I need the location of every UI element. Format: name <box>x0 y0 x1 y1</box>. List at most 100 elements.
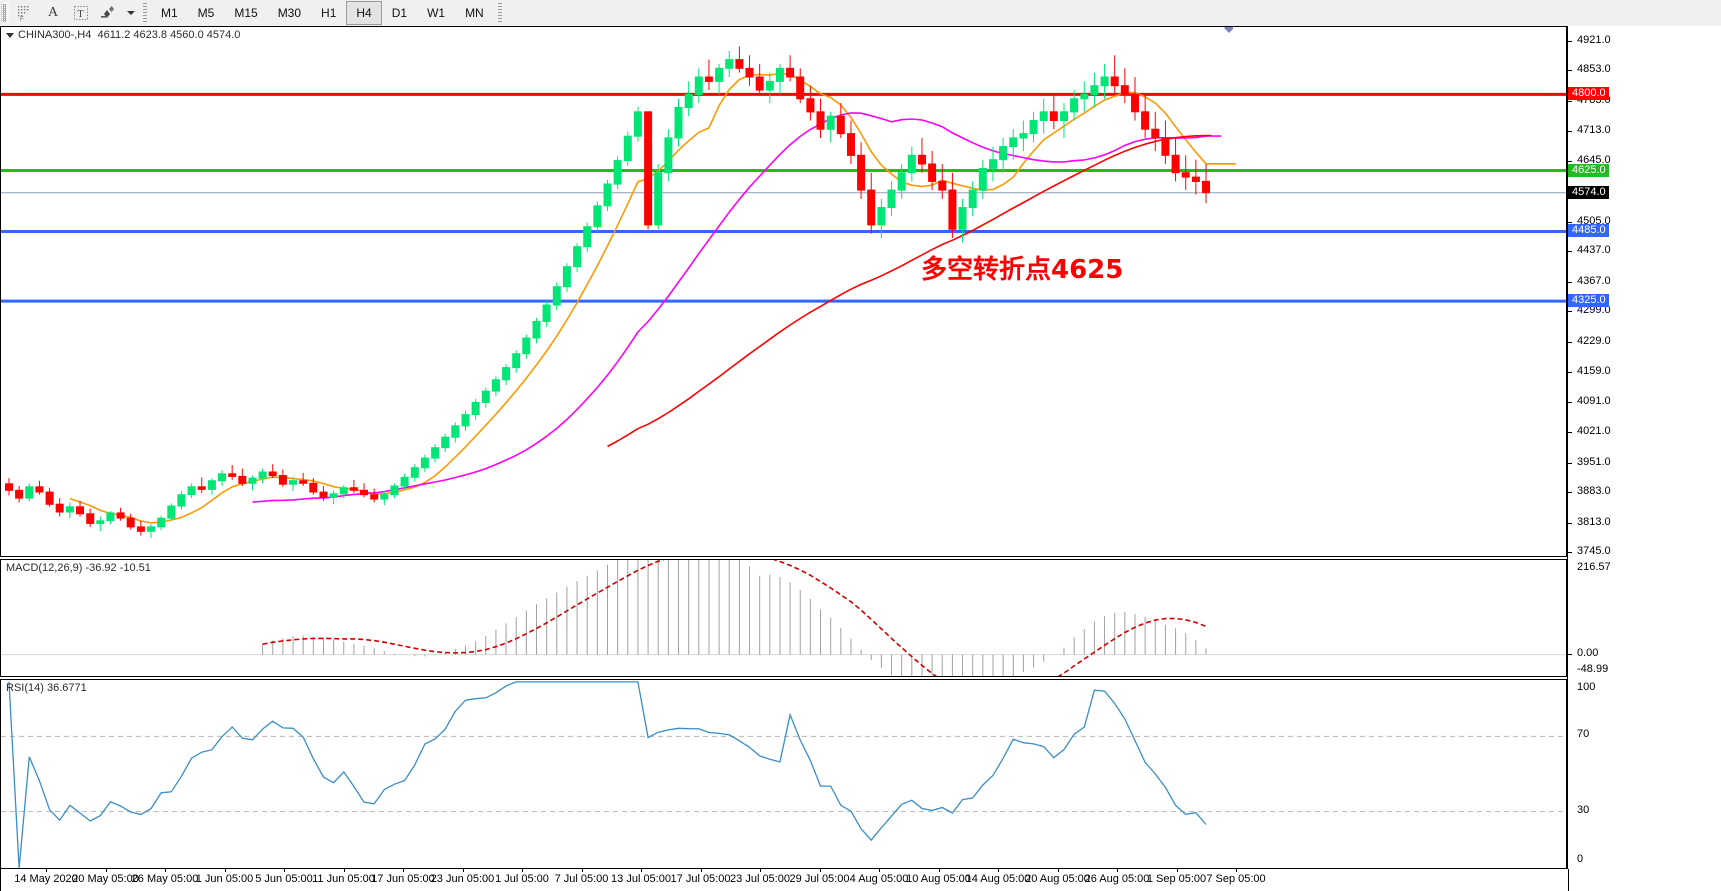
ma-line <box>69 72 1236 524</box>
chart-area[interactable]: CHINA300-,H4 4611.2 4623.8 4560.0 4574.0… <box>0 26 1721 891</box>
candle-body <box>390 485 399 496</box>
candle-body <box>989 159 997 169</box>
candle-body <box>177 494 186 507</box>
crosshair-f-icon[interactable]: F <box>11 0 39 26</box>
candle-body <box>228 473 237 477</box>
candle-body <box>704 76 713 82</box>
candle-body <box>958 207 967 230</box>
time-axis-label: 10 Aug 05:00 <box>906 873 971 885</box>
candle-body <box>755 76 764 91</box>
axis-tick-mark <box>1568 401 1572 403</box>
candle-body <box>725 59 734 69</box>
candle-body <box>106 512 115 522</box>
price-tag-4574-0[interactable]: 4574.0 <box>1568 185 1609 199</box>
timeframe-mn[interactable]: MN <box>465 6 484 20</box>
time-axis-tick <box>1057 869 1059 872</box>
timeframe-m1[interactable]: M1 <box>161 6 178 20</box>
candle-body <box>1070 98 1079 113</box>
candle-body <box>552 286 561 306</box>
macd-axis-tick: 0.00 <box>1577 646 1599 659</box>
objects-icon[interactable] <box>95 0 123 26</box>
time-axis-label: 23 Jun 05:00 <box>430 873 495 885</box>
candle-body <box>796 76 805 100</box>
toolbar-grip[interactable] <box>1 3 9 23</box>
objects-dropdown-caret-icon[interactable] <box>123 0 139 26</box>
axis-tick-mark <box>1568 40 1572 42</box>
macd-plot <box>1 560 1566 676</box>
candle-body <box>238 475 247 484</box>
candle-body <box>157 517 166 528</box>
timeframe-m5[interactable]: M5 <box>197 6 215 20</box>
candle-body <box>1009 137 1018 148</box>
price-axis-tick: 4505.0 <box>1577 214 1611 227</box>
candle-body <box>35 486 44 493</box>
axis-tick-mark <box>1568 653 1572 655</box>
axis-tick-mark <box>1568 281 1572 283</box>
time-axis-tick <box>224 869 226 872</box>
candle-body <box>1151 128 1160 139</box>
candle-body <box>573 246 582 268</box>
price-tag-4325-0[interactable]: 4325.0 <box>1568 294 1609 308</box>
candle-body <box>248 477 257 484</box>
candle-body <box>441 436 450 449</box>
candle-body <box>1060 111 1068 122</box>
time-axis-label: 14 May 2020 <box>14 873 78 885</box>
price-axis-tick: 3813.0 <box>1577 515 1611 528</box>
candle-body <box>1019 133 1028 139</box>
svg-text:F: F <box>20 17 24 21</box>
candle-body <box>55 503 64 513</box>
candle-body <box>370 494 379 500</box>
candle-body <box>1090 85 1099 95</box>
price-axis-tick: 3745.0 <box>1577 545 1611 558</box>
candle-body <box>745 67 754 78</box>
price-tag-4800-0[interactable]: 4800.0 <box>1568 87 1609 101</box>
rsi-axis-tick: 0 <box>1577 853 1584 865</box>
macd-signal-line <box>262 560 1207 676</box>
candle-body <box>1100 76 1109 87</box>
time-axis-label: 20 May 05:00 <box>72 873 139 885</box>
candle-body <box>1110 76 1119 87</box>
time-axis-tick <box>819 869 821 872</box>
candle-body <box>765 80 774 91</box>
price-axis[interactable]: 4921.04853.04783.04713.04645.04505.04437… <box>1567 26 1721 869</box>
candle-body <box>1161 137 1170 156</box>
timeframe-h4[interactable]: H4 <box>346 1 382 25</box>
timeframe-w1[interactable]: W1 <box>427 6 446 20</box>
timeframe-m30[interactable]: M30 <box>277 6 302 20</box>
candle-body <box>1202 180 1210 194</box>
timeframe-m15[interactable]: M15 <box>234 6 258 20</box>
time-axis[interactable]: 14 May 2020 20 May 05:00 26 May 05:00 1 Jun… <box>0 869 1569 891</box>
price-axis-tick: 4299.0 <box>1577 304 1611 317</box>
timeframe-d1[interactable]: D1 <box>391 6 408 20</box>
text-box-icon[interactable]: T <box>67 0 95 26</box>
candle-body <box>633 111 642 137</box>
timeframe-h1[interactable]: H1 <box>321 6 337 20</box>
candle-body <box>45 491 54 505</box>
toolbar: F A T M1 M5 M15 M30 H1 <box>0 0 1721 27</box>
candle-body <box>1029 120 1038 135</box>
price-axis-tick: 4021.0 <box>1577 425 1611 438</box>
rsi-line <box>8 681 1207 868</box>
candle-body <box>978 167 987 191</box>
macd-axis-tick: 216.57 <box>1577 561 1611 573</box>
timeframe-group-grip[interactable] <box>141 3 149 23</box>
candle-body <box>349 487 358 491</box>
ma-line <box>252 112 1221 503</box>
time-axis-label: 14 Aug 05:00 <box>965 873 1031 885</box>
candle-body <box>15 489 24 499</box>
text-label-icon[interactable]: A <box>47 5 59 20</box>
toolbar-end-grip[interactable] <box>495 3 504 23</box>
price-tag-4625-0[interactable]: 4625.0 <box>1568 163 1609 177</box>
candle-body <box>735 59 744 69</box>
candle-body <box>694 76 703 95</box>
candle-body <box>86 513 95 524</box>
candle-body <box>481 390 490 403</box>
candle-body <box>187 486 196 496</box>
price-panel[interactable]: CHINA300-,H4 4611.2 4623.8 4560.0 4574.0… <box>0 26 1567 557</box>
rsi-panel[interactable]: RSI(14) 36.6771 <box>0 679 1567 869</box>
candle-body <box>1120 85 1129 95</box>
price-tag-4485-0[interactable]: 4485.0 <box>1568 224 1609 238</box>
candle-body <box>907 154 916 174</box>
macd-panel[interactable]: MACD(12,26,9) -36.92 -10.51 <box>0 559 1567 677</box>
symbol-collapse-icon[interactable] <box>6 32 14 38</box>
